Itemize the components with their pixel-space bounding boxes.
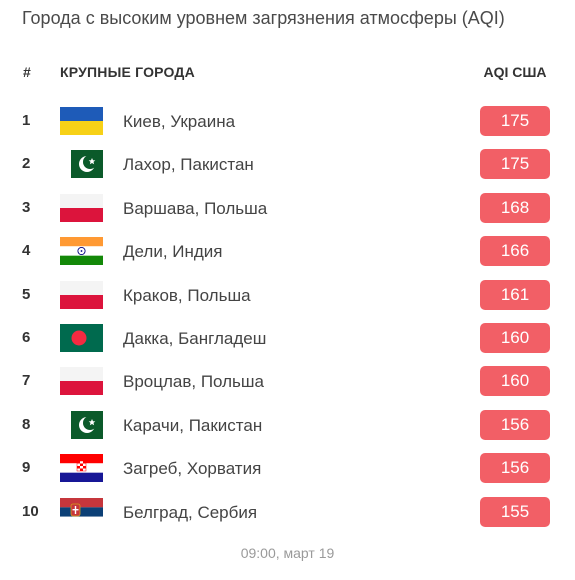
aqi-badge: 155 xyxy=(480,496,550,527)
update-timestamp: 09:00, март 19 xyxy=(240,545,335,561)
city-name[interactable]: Белград, Сербия xyxy=(123,502,258,522)
row-rank: 4 xyxy=(22,242,31,260)
row-rank: 1 xyxy=(22,112,31,129)
croatia-flag-icon xyxy=(60,454,103,483)
ukraine-flag-icon xyxy=(60,107,103,135)
table-row[interactable]: 5 Краков, Польша 161 xyxy=(0,274,575,317)
aqi-badge: 166 xyxy=(480,236,550,267)
city-name[interactable]: Карачи, Пакистан xyxy=(123,415,263,435)
table-row[interactable]: 10 Белград, Сербия 155 xyxy=(0,491,575,534)
poland-flag-icon xyxy=(60,193,103,222)
city-column-header: КРУПНЫЕ ГОРОДА xyxy=(60,64,195,80)
city-name[interactable]: Лахор, Пакистан xyxy=(123,155,254,175)
table-header: # КРУПНЫЕ ГОРОДА AQI США xyxy=(0,62,575,82)
table-row[interactable]: 8 Карачи, Пакистан 156 xyxy=(0,404,575,447)
table-row[interactable]: 2 Лахор, Пакистан 175 xyxy=(0,143,575,186)
city-name[interactable]: Дели, Индия xyxy=(123,242,223,262)
aqi-badge: 175 xyxy=(480,149,550,180)
row-rank: 8 xyxy=(22,415,31,433)
city-name[interactable]: Загреб, Хорватия xyxy=(123,459,262,479)
pakistan-flag-icon xyxy=(60,150,103,179)
city-name[interactable]: Вроцлав, Польша xyxy=(123,372,265,392)
aqi-badge: 160 xyxy=(480,322,550,353)
row-rank: 6 xyxy=(22,328,31,346)
table-row[interactable]: 1 Киев, Украина 175 xyxy=(0,100,575,143)
table-row[interactable]: 3 Варшава, Польша 168 xyxy=(0,187,575,230)
row-rank: 9 xyxy=(22,459,31,477)
aqi-badge: 156 xyxy=(480,409,550,440)
city-name[interactable]: Варшава, Польша xyxy=(123,198,268,218)
india-flag-icon xyxy=(60,237,103,266)
table-row[interactable]: 6 Дакка, Бангладеш 160 xyxy=(0,317,575,360)
row-rank: 7 xyxy=(22,372,31,390)
page-title: Города с высоким уровнем загрязнения атм… xyxy=(22,8,505,28)
table-row[interactable]: 4 Дели, Индия 166 xyxy=(0,230,575,273)
serbia-flag-icon xyxy=(60,497,103,526)
aqi-badge: 175 xyxy=(480,106,550,136)
city-name[interactable]: Краков, Польша xyxy=(123,285,251,305)
row-rank: 2 xyxy=(22,155,31,173)
row-rank: 3 xyxy=(22,198,31,216)
row-rank: 5 xyxy=(22,285,31,303)
bangladesh-flag-icon xyxy=(60,323,103,352)
ranking-table: 1 Киев, Украина 175 2 Лахор, Пакистан 17… xyxy=(0,100,575,534)
aqi-badge: 168 xyxy=(480,192,550,223)
table-row[interactable]: 7 Вроцлав, Польша 160 xyxy=(0,360,575,403)
city-name[interactable]: Киев, Украина xyxy=(123,112,236,131)
table-row[interactable]: 9 Загреб, Хорватия 156 xyxy=(0,447,575,490)
rank-column-header: # xyxy=(23,64,31,80)
aqi-badge: 161 xyxy=(480,279,550,310)
aqi-badge: 160 xyxy=(480,366,550,397)
aqi-badge: 156 xyxy=(480,453,550,484)
row-rank: 10 xyxy=(22,502,39,520)
poland-flag-icon xyxy=(60,367,103,396)
aqi-column-header: AQI США xyxy=(483,64,547,80)
city-name[interactable]: Дакка, Бангладеш xyxy=(123,328,267,348)
pakistan-flag-icon xyxy=(60,410,103,439)
poland-flag-icon xyxy=(60,280,103,309)
